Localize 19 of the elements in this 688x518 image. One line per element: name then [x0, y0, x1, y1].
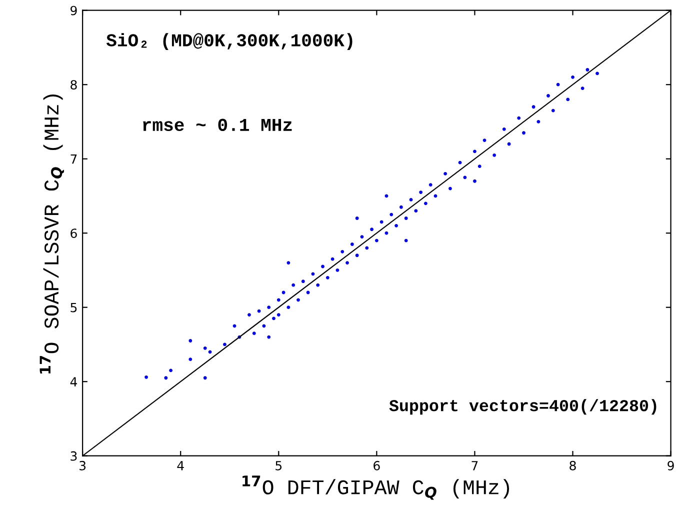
y-tick-label: 8 [70, 80, 77, 90]
y-tick-label: 9 [70, 6, 77, 16]
x-tick-label: 8 [570, 460, 576, 470]
y-tick-label: 6 [70, 228, 77, 238]
y-axis-title: $^{17}$O SOAP/LSSVR C$_{Q}$ (MHz) [40, 94, 64, 374]
annotation: rmse ~ 0.1 MHz [143, 118, 292, 132]
y-tick-label: 7 [70, 154, 77, 164]
annotation: Support vectors=400(/12280) [389, 399, 656, 415]
annotation: SiO₂ (MD@0K,300K,1000K) [106, 33, 352, 50]
x-tick-label: 9 [668, 460, 674, 470]
y-tick-label: 5 [70, 302, 77, 312]
y-tick-label: 4 [70, 377, 77, 386]
x-tick-label: 4 [177, 461, 184, 470]
x-tick-label: 3 [80, 460, 86, 470]
x-axis-title: $^{17}$O DFT/GIPAW C$_{Q}$ (MHz) [242, 476, 510, 500]
x-tick-label: 6 [374, 460, 380, 470]
x-tick-label: 5 [276, 461, 282, 470]
y-tick-label: 3 [70, 451, 77, 461]
x-tick-label: 7 [472, 461, 478, 470]
